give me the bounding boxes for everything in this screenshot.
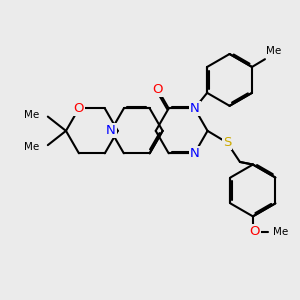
Text: N: N bbox=[106, 124, 116, 137]
Text: O: O bbox=[152, 83, 163, 96]
Text: S: S bbox=[223, 136, 231, 149]
Text: N: N bbox=[190, 147, 200, 160]
Text: Me: Me bbox=[24, 142, 40, 152]
Text: Me: Me bbox=[266, 46, 282, 56]
Text: O: O bbox=[249, 225, 260, 239]
Text: Me: Me bbox=[24, 110, 40, 120]
Text: N: N bbox=[190, 102, 200, 115]
Text: Me: Me bbox=[273, 227, 288, 237]
Text: O: O bbox=[74, 102, 84, 115]
